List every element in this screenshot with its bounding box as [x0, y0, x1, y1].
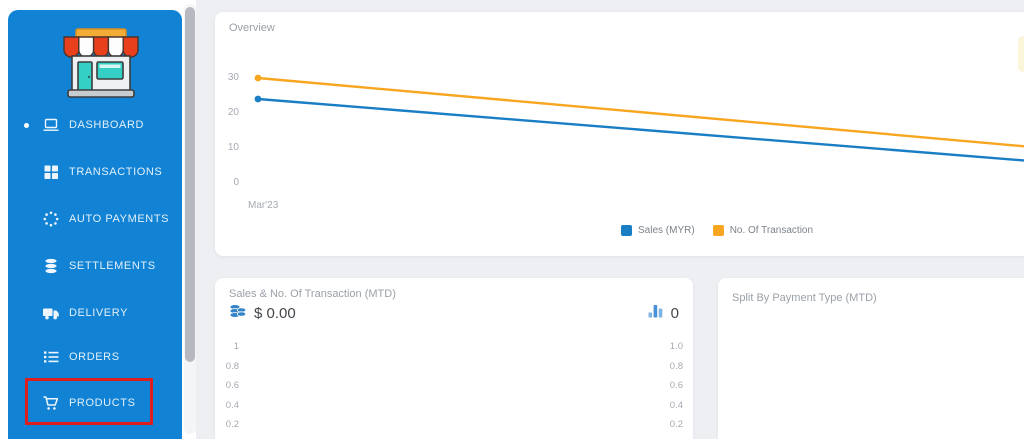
sidebar-item-label: TRANSACTIONS [69, 166, 163, 178]
sales-kpi: $ 0.00 [229, 303, 296, 324]
legend-label: No. Of Transaction [729, 225, 814, 236]
truck-icon [42, 304, 60, 322]
overview-line-chart [254, 74, 1024, 162]
store-logo [58, 28, 144, 102]
legend-swatch-sales [621, 225, 632, 236]
kpi-row: $ 0.00 0 [229, 303, 679, 323]
mtd-card-title: Sales & No. Of Transaction (MTD) [229, 288, 396, 300]
left-y-tick: 0.4 [225, 400, 239, 411]
sidebar-scrollbar-thumb[interactable] [185, 7, 195, 362]
sales-mtd-value: $ 0.00 [254, 304, 296, 322]
sidebar-item-orders[interactable]: ORDERS [8, 345, 182, 369]
grid-icon [42, 163, 60, 181]
cart-icon [42, 394, 60, 412]
sidebar-item-dashboard[interactable]: DASHBOARD [8, 113, 182, 137]
split-card-title: Split By Payment Type (MTD) [732, 292, 877, 304]
left-y-tick: 1 [233, 341, 239, 352]
y-axis-tick: 20 [227, 107, 239, 118]
left-y-tick: 0.2 [225, 419, 239, 430]
split-payment-type-card: Split By Payment Type (MTD) [718, 278, 1024, 439]
overview-title: Overview [229, 22, 275, 34]
sidebar-item-label: ORDERS [69, 351, 120, 363]
spinner-icon [42, 210, 60, 228]
sidebar-item-transactions[interactable]: TRANSACTIONS [8, 160, 182, 184]
y-axis-tick: 30 [227, 72, 239, 83]
legend-item-sales[interactable]: Sales (MYR) [621, 225, 695, 236]
overview-card: Overview 30 20 10 0 Mar'23 Sales (MYR) N… [215, 12, 1024, 256]
chart-legend: Sales (MYR) No. Of Transaction [621, 225, 813, 236]
sidebar-item-products[interactable]: PRODUCTS [8, 391, 182, 415]
sidebar: DASHBOARD TRANSACTIONS AUTO PAYMENTS [8, 10, 182, 439]
y-axis-tick: 0 [233, 177, 239, 188]
sidebar-item-label: PRODUCTS [69, 397, 136, 409]
right-y-tick: 0.8 [669, 361, 683, 372]
sidebar-item-label: DELIVERY [69, 307, 129, 319]
sidebar-item-label: SETTLEMENTS [69, 260, 156, 272]
sidebar-item-settlements[interactable]: SETTLEMENTS [8, 254, 182, 278]
sales-transactions-mtd-card: Sales & No. Of Transaction (MTD) $ 0.00 [215, 278, 693, 439]
legend-swatch-transactions [712, 225, 724, 236]
coins-stack-icon [42, 257, 60, 275]
y-axis-tick: 10 [227, 142, 239, 153]
sidebar-item-label: DASHBOARD [69, 119, 145, 131]
right-y-tick: 0.6 [669, 380, 683, 391]
x-axis-tick: Mar'23 [248, 200, 279, 211]
left-y-tick: 0.6 [225, 380, 239, 391]
sidebar-item-label: AUTO PAYMENTS [69, 213, 170, 225]
active-indicator-dot [24, 123, 29, 128]
right-y-tick: 0.2 [669, 419, 683, 430]
bar-chart-icon [648, 303, 664, 323]
legend-label: Sales (MYR) [638, 225, 695, 236]
clipped-widget-sliver [1018, 36, 1024, 72]
sidebar-item-delivery[interactable]: DELIVERY [8, 301, 182, 325]
sidebar-item-auto-payments[interactable]: AUTO PAYMENTS [8, 207, 182, 231]
right-y-tick: 1.0 [669, 341, 683, 352]
transactions-kpi: 0 [648, 303, 679, 323]
coins-icon [229, 303, 247, 324]
transactions-mtd-value: 0 [670, 304, 679, 322]
right-y-tick: 0.4 [669, 400, 683, 411]
left-y-tick: 0.8 [225, 361, 239, 372]
laptop-icon [42, 116, 60, 134]
list-icon [42, 348, 60, 366]
legend-item-transactions[interactable]: No. Of Transaction [712, 225, 814, 236]
